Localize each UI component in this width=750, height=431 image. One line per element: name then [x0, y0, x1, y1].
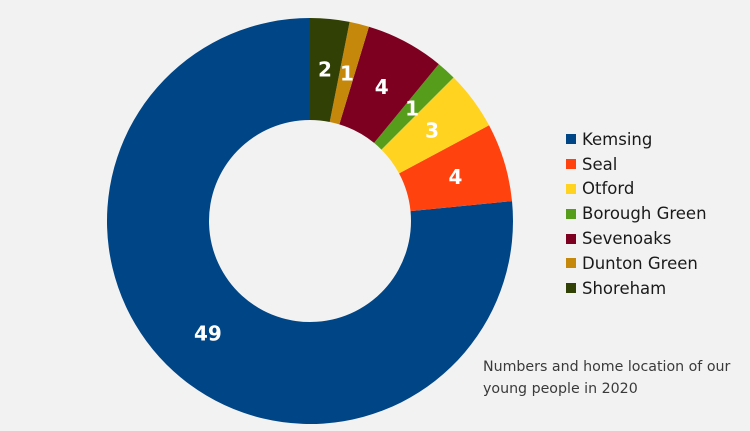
chart-annotation: Numbers and home location of our young p… — [483, 359, 731, 397]
legend-swatch — [566, 208, 576, 219]
data-label-kemsing: 49 — [194, 322, 222, 346]
data-label-otford: 3 — [425, 118, 439, 142]
legend-label: Sevenoaks — [582, 229, 672, 249]
legend-item-dunton-green: Dunton Green — [566, 251, 707, 276]
legend-label: Kemsing — [582, 129, 653, 149]
legend-swatch — [566, 283, 576, 294]
data-label-borough-green: 1 — [405, 96, 419, 120]
data-label-dunton-green: 1 — [340, 62, 354, 86]
slice-seal — [399, 125, 513, 212]
data-label-shoreham: 2 — [318, 58, 332, 82]
legend-label: Otford — [582, 179, 635, 199]
legend-swatch — [566, 233, 576, 244]
slice-shoreham — [310, 18, 350, 122]
legend-swatch — [566, 183, 576, 194]
legend-item-shoreham: Shoreham — [566, 276, 707, 301]
legend-item-otford: Otford — [566, 177, 707, 202]
legend-item-sevenoaks: Sevenoaks — [566, 226, 707, 251]
legend-swatch — [566, 134, 576, 145]
chart-legend: Kemsing Seal Otford Borough Green Sevenoaks D… — [566, 127, 707, 301]
slice-kemsing — [106, 18, 514, 424]
legend-label: Seal — [582, 154, 618, 174]
legend-swatch — [566, 159, 576, 170]
data-label-sevenoaks: 4 — [375, 75, 389, 99]
legend-item-kemsing: Kemsing — [566, 127, 707, 152]
slice-borough-green — [374, 64, 454, 150]
legend-label: Borough Green — [582, 204, 707, 224]
legend-swatch — [566, 258, 576, 269]
data-label-seal: 4 — [448, 165, 462, 189]
legend-label: Shoreham — [582, 278, 667, 298]
slice-sevenoaks — [339, 26, 439, 143]
slice-otford — [381, 77, 490, 174]
legend-item-borough-green: Borough Green — [566, 201, 707, 226]
slice-dunton-green — [329, 21, 369, 125]
legend-item-seal: Seal — [566, 152, 707, 177]
donut-slices — [106, 18, 514, 424]
legend-label: Dunton Green — [582, 253, 698, 273]
